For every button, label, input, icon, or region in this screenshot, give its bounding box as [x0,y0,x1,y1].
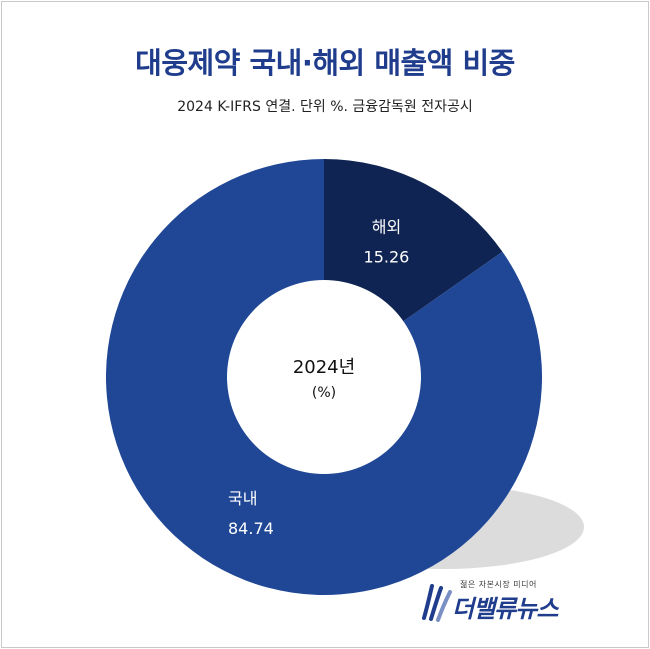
slice-label-name-1: 국내 [228,489,257,508]
slice-label-name-0: 해외 [372,218,401,237]
slice-label-value-0: 15.26 [364,248,410,267]
chart-subtitle: 2024 K-IFRS 연결. 단위 %. 금융감독원 전자공시 [177,99,473,115]
logo-tagline: 젊은 자본시장 미디어 [460,580,537,589]
chart-title: 대웅제약 국내·해외 매출액 비중 [135,46,515,80]
donut-hole [227,280,421,474]
center-label-unit: (%) [312,385,336,401]
center-label-year: 2024년 [293,357,355,378]
slice-label-value-1: 84.74 [228,519,274,538]
logo-name: 더밸류뉴스 [452,595,558,623]
publisher-logo: 젊은 자본시장 미디어 더밸류뉴스 [420,578,595,624]
wave-logo-icon [422,584,452,622]
